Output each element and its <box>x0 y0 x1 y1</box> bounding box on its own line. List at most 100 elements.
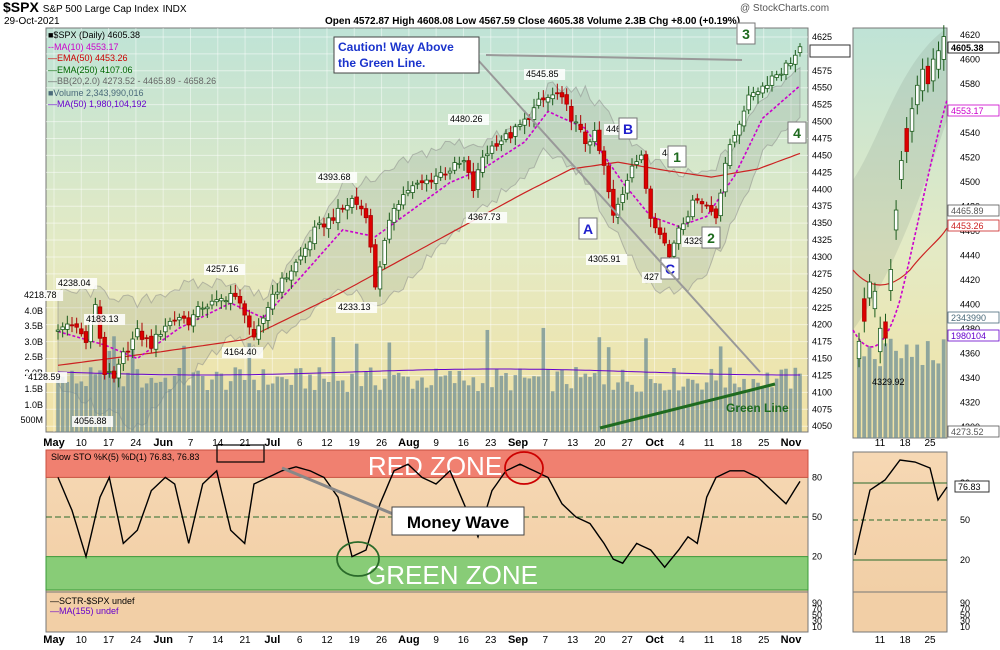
volume-bar <box>522 377 527 432</box>
price-axis-label: 4550 <box>812 83 832 93</box>
side-axis-label: 4520 <box>960 153 980 163</box>
price-axis-label: 4300 <box>812 252 832 262</box>
sctr-line2: —MA(155) undef <box>50 606 119 616</box>
volume-bar <box>382 378 387 432</box>
x-axis-label-bottom: 24 <box>130 635 142 646</box>
candle-body <box>723 162 728 193</box>
candle-body <box>685 216 691 223</box>
candle-body <box>531 107 537 120</box>
candle-body <box>359 205 364 210</box>
side-candle-body <box>888 269 893 291</box>
candle-body <box>704 204 709 207</box>
candle-body <box>522 118 527 126</box>
candle-body <box>158 334 163 337</box>
candle-body <box>186 317 191 326</box>
candle-body <box>550 94 555 100</box>
side-candle-body <box>899 160 904 180</box>
candle-body <box>289 270 294 281</box>
side-value-label: 1980104 <box>951 331 986 341</box>
price-panel: 4050407541004125415041754200422542504275… <box>20 27 851 449</box>
volume-bar <box>350 373 354 432</box>
sctr-line1: —SCTR-$SPX undef <box>50 596 135 606</box>
volume-bar <box>765 372 770 432</box>
price-axis-label: 4400 <box>812 184 832 194</box>
legend-entry: ■$SPX (Daily) 4605.38 <box>48 30 140 40</box>
side-sto-value-tag <box>954 480 990 493</box>
x-axis-label: 19 <box>349 438 361 449</box>
sctr-background <box>45 591 809 633</box>
sctr-axis-label: 30 <box>812 616 822 626</box>
x-axis-label: 9 <box>433 438 439 449</box>
volume-bar <box>658 383 662 432</box>
volume-bar <box>634 391 639 432</box>
volume-bar <box>79 381 84 432</box>
money-wave-box <box>391 506 525 536</box>
side-value-tag <box>947 329 1000 342</box>
candle-body <box>107 371 112 373</box>
volume-bar <box>756 382 760 432</box>
x-axis-label-bottom: 26 <box>376 635 388 646</box>
volume-bar <box>163 377 168 432</box>
last-price-tag <box>809 44 851 58</box>
volume-bar <box>102 370 107 432</box>
candle-body <box>541 97 546 101</box>
side-axis-label: 4380 <box>960 324 980 334</box>
wave-label-box <box>667 145 687 168</box>
wave-label: 1 <box>673 149 681 165</box>
volume-bar <box>410 388 415 432</box>
x-axis-label-bottom: 6 <box>297 635 303 646</box>
x-axis-label-bottom: Jul <box>264 634 280 646</box>
x-axis-label-bottom: 7 <box>188 635 194 646</box>
side-value-label: 4465.89 <box>951 206 984 216</box>
caution-text-2: the Green Line. <box>338 56 425 70</box>
volume-bar <box>583 373 588 432</box>
x-axis-label: 6 <box>297 438 303 449</box>
candle-body <box>205 306 210 310</box>
price-label: 4056.88 <box>74 416 107 426</box>
price-axis-label: 4575 <box>812 66 832 76</box>
volume-bar <box>429 385 434 432</box>
side-volume-bar <box>941 339 946 438</box>
candle-body <box>737 123 742 136</box>
price-label-bg <box>72 416 114 427</box>
x-axis-label: 11 <box>704 438 715 449</box>
side-axis-label: 4340 <box>960 373 980 383</box>
candle-body <box>503 133 509 140</box>
x-axis-label: 27 <box>622 438 634 449</box>
legend-entry: —EMA(250) 4107.06 <box>48 64 133 75</box>
price-label-bg <box>642 272 662 283</box>
volume-axis-label: 3.5B <box>24 321 43 331</box>
volume-bar <box>588 376 592 432</box>
x-axis-label-bottom: May <box>43 634 65 646</box>
volume-bar <box>462 380 466 432</box>
candle-body <box>760 85 765 94</box>
volume-bar <box>70 370 74 432</box>
candle-body <box>424 179 429 185</box>
volume-bar <box>93 374 98 432</box>
x-axis-label: 14 <box>212 438 224 449</box>
volume-bar <box>592 373 597 432</box>
volume-bar <box>308 374 312 432</box>
volume-bar <box>312 389 317 432</box>
candle-body <box>167 320 173 327</box>
price-label: 4233.13 <box>338 302 371 312</box>
volume-bar <box>256 390 261 432</box>
volume-bar <box>140 387 144 432</box>
volume-bar <box>205 390 210 432</box>
x-axis-label: Sep <box>508 437 528 449</box>
candle-body <box>321 223 327 228</box>
candle-body <box>429 179 434 183</box>
volume-bar <box>172 376 177 432</box>
side-candle-body <box>867 281 872 299</box>
candle-body <box>648 188 653 219</box>
side-sto-axis-label: 50 <box>960 515 970 525</box>
side-candle-body <box>925 65 931 85</box>
side-value-tag <box>947 311 1000 324</box>
candle-body <box>415 182 420 185</box>
money-wave-pointer <box>281 466 399 518</box>
side-ma10 <box>852 99 948 348</box>
volume-bar <box>210 379 214 432</box>
x-axis-label: Jul <box>264 437 280 449</box>
candle-body <box>209 300 215 306</box>
sto-axis-label: 50 <box>812 512 822 522</box>
